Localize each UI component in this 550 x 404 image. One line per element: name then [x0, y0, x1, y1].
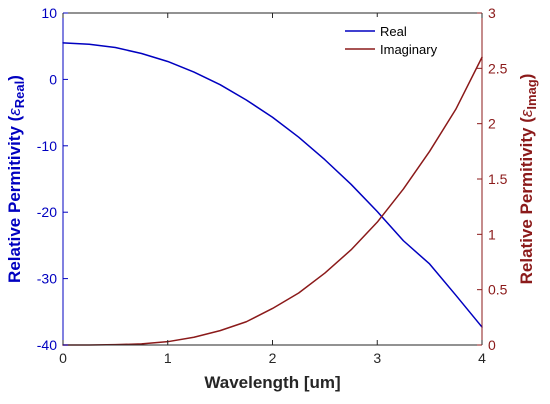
- y-right-title-symbol: ε: [517, 109, 536, 117]
- y-right-tick-label: 3: [488, 5, 496, 21]
- y-right-title-subscript: Imag: [524, 79, 539, 109]
- x-tick-label: 2: [269, 350, 277, 366]
- y-right-tick-label: 1.5: [488, 171, 508, 187]
- series-line-real: [62, 42, 483, 328]
- y-left-tick-label: -30: [37, 271, 57, 287]
- y-right-tick-label: 0.5: [488, 282, 508, 298]
- legend-label-real: Real: [380, 24, 407, 39]
- y-left-title-symbol: ε: [5, 108, 24, 116]
- x-tick-label: 3: [373, 350, 381, 366]
- series-layer: [62, 42, 483, 346]
- series-line-imaginary: [62, 56, 483, 346]
- y-right-axis-title: Relative Permitivity (εImag): [517, 74, 539, 285]
- y-left-title-prefix: Relative Permitivity (: [5, 115, 24, 283]
- y-left-axis-title: Relative Permitivity (εReal): [5, 75, 27, 283]
- y-right-title-prefix: Relative Permitivity (: [517, 117, 536, 285]
- ticks-layer: 0 1 2 3 4 -40 -30 -20 -10 0 10 0 0.5 1 1.5 2 2.5 3: [37, 5, 508, 366]
- x-tick-label: 0: [59, 350, 67, 366]
- x-tick-label: 4: [478, 350, 486, 366]
- plot-area: [63, 13, 482, 345]
- y-left-tick-label: 10: [41, 5, 57, 21]
- y-left-tick-label: 0: [49, 71, 57, 87]
- y-right-tick-label: 0: [488, 337, 496, 353]
- y-left-tick-label: -40: [37, 337, 57, 353]
- y-right-tick-label: 1: [488, 226, 496, 242]
- legend: Real Imaginary: [343, 17, 473, 57]
- y-left-title-suffix: ): [5, 75, 24, 81]
- plot-background: [63, 13, 482, 345]
- y-left-tick-label: -20: [37, 204, 57, 220]
- legend-label-imaginary: Imaginary: [380, 42, 438, 57]
- y-left-tick-label: -10: [37, 138, 57, 154]
- y-left-title-subscript: Real: [12, 81, 27, 108]
- y-right-title-suffix: ): [517, 74, 536, 80]
- x-axis-title: Wavelength [um]: [204, 373, 340, 392]
- y-right-tick-label: 2: [488, 116, 496, 132]
- x-tick-label: 1: [164, 350, 172, 366]
- legend-box: [343, 17, 473, 57]
- y-right-tick-label: 2.5: [488, 60, 508, 76]
